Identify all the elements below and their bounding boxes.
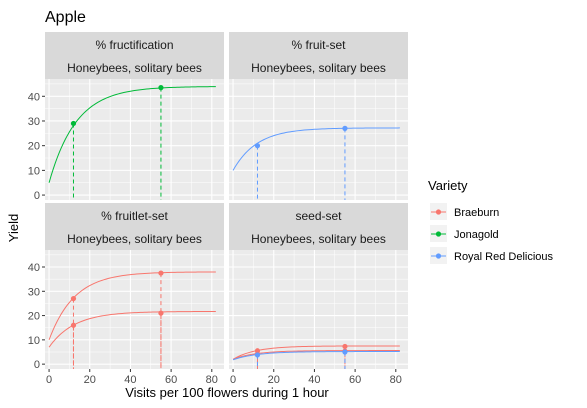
panel-fructification: % fructification Honeybees, solitary bees… [28, 32, 224, 202]
panel-fruit-set: % fruit-set Honeybees, solitary bees [229, 32, 408, 200]
x-tick-label: 80 [206, 374, 218, 386]
y-axis-title: Yield [6, 214, 21, 242]
panel-seed-set: seed-set Honeybees, solitary bees 0 20 40 60 8… [229, 203, 408, 386]
data-point [70, 322, 77, 328]
panel-strip-title: % fructification [95, 38, 173, 52]
y-tick-label: 0 [34, 190, 40, 202]
legend-item: Jonagold [430, 225, 499, 242]
x-axis-title: Visits per 100 flowers during 1 hour [125, 385, 329, 400]
x-tick-label: 60 [349, 374, 361, 386]
legend-items: Braeburn Jonagold Royal Red Delicious [430, 203, 554, 264]
y-tick-label: 40 [28, 91, 40, 103]
y-tick-label: 10 [28, 165, 40, 177]
x-tick-label: 0 [46, 374, 52, 386]
series-line-jonagold [48, 86, 216, 183]
data-point [342, 343, 348, 350]
panel-strip-subtitle: Honeybees, solitary bees [67, 232, 202, 246]
data-point [254, 143, 261, 149]
legend-item: Royal Red Delicious [430, 247, 554, 264]
legend-key-point [435, 209, 442, 215]
panel-strip-title: seed-set [295, 209, 342, 223]
legend-label: Royal Red Delicious [454, 251, 554, 263]
panel-strip [45, 203, 224, 250]
legend-title: Variety [428, 178, 468, 193]
x-tick-label: 20 [268, 374, 280, 386]
y-tick-label: 30 [28, 286, 40, 298]
panel-strip-title: % fruitlet-set [101, 209, 168, 223]
data-point [342, 125, 348, 131]
legend-item: Braeburn [430, 203, 499, 220]
data-point [158, 85, 164, 91]
chart-title: Apple [45, 9, 86, 26]
series-line-braeburn [48, 310, 216, 348]
panels-group: % fructification Honeybees, solitary bees… [28, 32, 408, 386]
panel-strip [229, 32, 408, 79]
panel-plot-area [45, 250, 224, 369]
legend: Variety Braeburn Jonagold Royal Red Delici… [428, 178, 554, 264]
x-tick-label: 80 [390, 374, 402, 386]
series-line-braeburn [232, 345, 400, 360]
panel-fruitlet-set: % fruitlet-set Honeybees, solitary bees 0 1… [28, 203, 224, 386]
series-line-royal-red-delicious [232, 127, 400, 171]
series-line-royal-red-delicious [232, 351, 400, 361]
panel-plot-area [229, 79, 408, 200]
y-tick-label: 0 [34, 359, 40, 371]
legend-label: Braeburn [454, 207, 499, 219]
panel-strip-subtitle: Honeybees, solitary bees [251, 232, 386, 246]
data-point [158, 310, 164, 316]
panel-strip [45, 32, 224, 79]
data-point [158, 270, 164, 276]
panel-strip-subtitle: Honeybees, solitary bees [67, 61, 202, 75]
series-line-braeburn [48, 271, 216, 341]
y-tick-label: 40 [28, 262, 40, 274]
data-point [254, 352, 261, 358]
legend-key-point [435, 253, 442, 259]
data-point [70, 120, 77, 127]
panel-strip-subtitle: Honeybees, solitary bees [251, 61, 386, 75]
y-tick-label: 20 [28, 141, 40, 153]
y-tick-label: 30 [28, 116, 40, 128]
x-tick-label: 40 [308, 374, 320, 386]
legend-label: Jonagold [454, 229, 499, 241]
x-tick-label: 0 [230, 374, 236, 386]
y-tick-label: 10 [28, 335, 40, 347]
data-point [342, 349, 348, 355]
panel-strip-title: % fruit-set [291, 38, 346, 52]
x-tick-label: 60 [165, 374, 177, 386]
legend-key-point [435, 231, 442, 237]
data-point [70, 295, 77, 302]
x-tick-label: 20 [84, 374, 96, 386]
x-tick-label: 40 [124, 374, 136, 386]
series-line-braeburn [232, 350, 400, 360]
y-tick-label: 20 [28, 311, 40, 323]
panel-strip [229, 203, 408, 250]
panel-plot-area [45, 79, 224, 200]
